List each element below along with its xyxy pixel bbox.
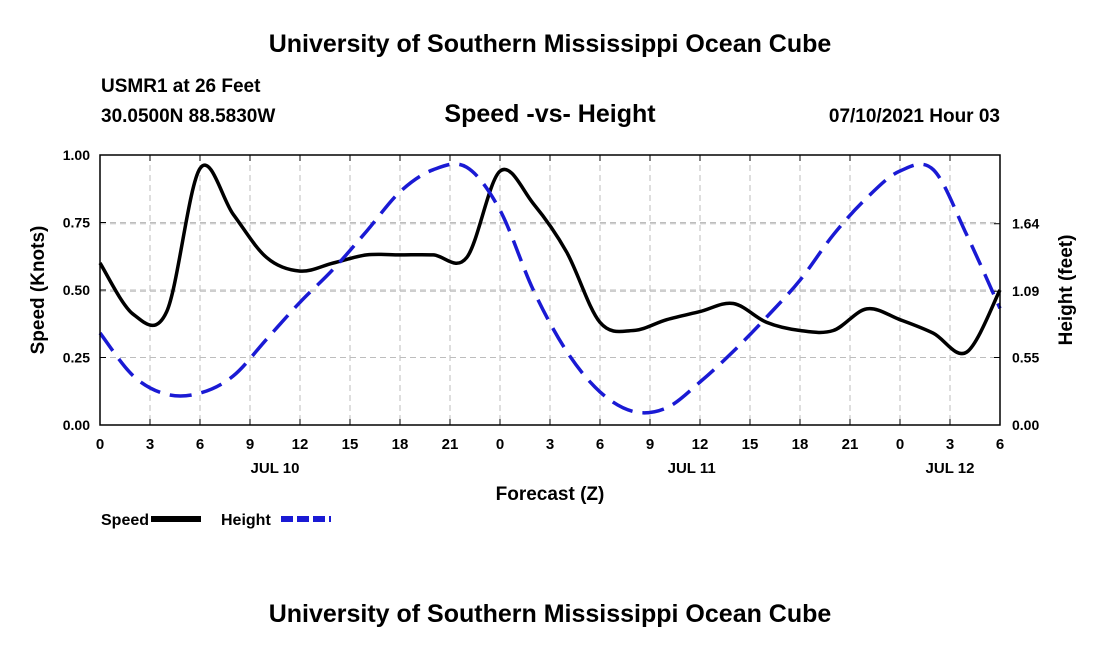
x-tick-label: 6 bbox=[196, 436, 204, 453]
x-tick-label: 21 bbox=[442, 436, 459, 453]
y2-axis-label: Height (feet) bbox=[1056, 235, 1077, 346]
series-group bbox=[98, 162, 1002, 415]
x-tick-label: 9 bbox=[246, 436, 254, 453]
y-tick-label: 0.50 bbox=[63, 282, 90, 298]
y-tick-label: 0.75 bbox=[63, 215, 90, 231]
series-line-speed bbox=[98, 163, 1002, 356]
bottom-title: University of Southern Mississippi Ocean… bbox=[268, 600, 832, 628]
x-tick-label: 0 bbox=[496, 436, 504, 453]
x-tick-label: 15 bbox=[742, 436, 759, 453]
y-tick-label: 0.25 bbox=[63, 350, 90, 366]
x-tick-label: 18 bbox=[792, 436, 809, 453]
y-axis-label: Speed (Knots) bbox=[28, 226, 49, 355]
x-tick-label: 12 bbox=[292, 436, 309, 453]
coordinates-label: 30.0500N 88.5830W bbox=[101, 106, 276, 127]
x-tick-label: 18 bbox=[392, 436, 409, 453]
y2-tick-label: 1.64 bbox=[1012, 216, 1039, 232]
axes: 0 3 6 9 12 15 18 21 0 3 6 9 12 15 18 21 0 3 6 JUL 10 JUL 11 J… bbox=[63, 147, 1040, 477]
x-tick-label: 3 bbox=[546, 436, 554, 453]
x-tick-label: 21 bbox=[842, 436, 859, 453]
y2-tick-label: 0.00 bbox=[1012, 417, 1039, 433]
x-tick-label: 3 bbox=[146, 436, 154, 453]
top-title: University of Southern Mississippi Ocean… bbox=[268, 30, 832, 58]
date-label: JUL 11 bbox=[668, 460, 716, 477]
y-tick-label: 0.00 bbox=[63, 417, 90, 433]
issued-time-label: 07/10/2021 Hour 03 bbox=[828, 106, 1000, 127]
x-axis-label: Forecast (Z) bbox=[496, 484, 605, 505]
legend-label-speed: Speed bbox=[101, 512, 149, 529]
x-tick-label: 6 bbox=[596, 436, 604, 453]
y-tick-label: 1.00 bbox=[63, 147, 90, 163]
station-label: USMR1 at 26 Feet bbox=[101, 76, 261, 97]
y2-tick-label: 0.55 bbox=[1012, 350, 1039, 366]
x-tick-label: 9 bbox=[646, 436, 654, 453]
date-label: JUL 12 bbox=[926, 460, 975, 477]
legend: Speed Height bbox=[101, 512, 331, 529]
x-tick-label: 15 bbox=[342, 436, 359, 453]
legend-label-height: Height bbox=[221, 512, 271, 529]
x-tick-label: 12 bbox=[692, 436, 709, 453]
y2-tick-label: 1.09 bbox=[1012, 283, 1039, 299]
grid bbox=[100, 155, 1000, 425]
date-label: JUL 10 bbox=[251, 460, 300, 477]
series-line-height bbox=[98, 162, 1002, 415]
x-tick-label: 6 bbox=[996, 436, 1004, 453]
x-tick-label: 0 bbox=[96, 436, 104, 453]
chart-title: Speed -vs- Height bbox=[444, 100, 656, 128]
x-tick-label: 0 bbox=[896, 436, 904, 453]
x-tick-label: 3 bbox=[946, 436, 954, 453]
